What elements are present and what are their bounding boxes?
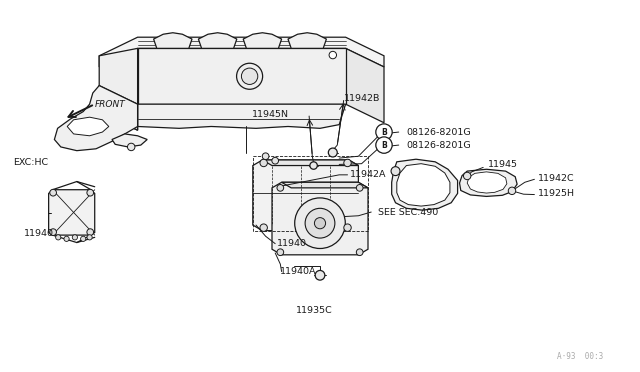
Text: FRONT: FRONT: [95, 100, 125, 109]
Circle shape: [310, 162, 317, 169]
Circle shape: [277, 185, 284, 191]
Circle shape: [237, 63, 262, 89]
Polygon shape: [138, 104, 346, 128]
Text: B: B: [381, 141, 387, 150]
Polygon shape: [282, 182, 368, 188]
Circle shape: [508, 187, 516, 195]
Circle shape: [463, 172, 471, 180]
Text: 11942B: 11942B: [344, 94, 380, 103]
Text: A·93  00:3: A·93 00:3: [557, 352, 603, 361]
Circle shape: [50, 229, 56, 235]
Circle shape: [305, 208, 335, 238]
Text: EXC:HC: EXC:HC: [13, 158, 48, 167]
Circle shape: [272, 157, 278, 164]
Circle shape: [64, 236, 69, 241]
Circle shape: [344, 224, 351, 231]
Polygon shape: [54, 86, 138, 151]
Text: 11940: 11940: [24, 229, 54, 238]
Polygon shape: [397, 164, 450, 206]
Text: 11925H: 11925H: [538, 189, 575, 198]
Circle shape: [391, 167, 400, 176]
Text: 11945N: 11945N: [252, 110, 289, 119]
Circle shape: [294, 198, 346, 248]
Circle shape: [87, 235, 92, 240]
Circle shape: [87, 189, 93, 196]
Polygon shape: [460, 169, 517, 196]
Text: B: B: [381, 128, 387, 137]
Polygon shape: [243, 33, 282, 48]
Circle shape: [50, 189, 56, 196]
Polygon shape: [392, 159, 458, 210]
Text: 11935C: 11935C: [296, 306, 332, 315]
Circle shape: [328, 148, 337, 157]
Text: 11942A: 11942A: [350, 170, 387, 179]
Circle shape: [72, 235, 77, 240]
Polygon shape: [262, 160, 358, 166]
Circle shape: [127, 143, 135, 151]
Polygon shape: [99, 37, 384, 67]
Polygon shape: [99, 86, 138, 130]
Polygon shape: [467, 172, 507, 193]
Circle shape: [87, 229, 93, 235]
Circle shape: [56, 235, 61, 240]
Polygon shape: [346, 48, 384, 123]
Circle shape: [376, 137, 392, 153]
Polygon shape: [253, 160, 358, 231]
Text: 08126-8201G: 08126-8201G: [406, 128, 471, 137]
Text: 11940: 11940: [276, 239, 307, 248]
Polygon shape: [49, 190, 95, 235]
Circle shape: [356, 249, 363, 256]
Circle shape: [314, 218, 326, 229]
Circle shape: [260, 159, 268, 167]
Polygon shape: [138, 48, 346, 104]
Polygon shape: [99, 48, 138, 130]
Circle shape: [356, 185, 363, 191]
Circle shape: [344, 159, 351, 167]
Polygon shape: [112, 134, 147, 147]
Polygon shape: [288, 33, 326, 48]
Polygon shape: [67, 117, 109, 136]
Circle shape: [329, 51, 337, 59]
Circle shape: [277, 249, 284, 256]
Circle shape: [262, 153, 269, 160]
Polygon shape: [154, 33, 192, 48]
Polygon shape: [272, 182, 368, 255]
Polygon shape: [198, 33, 237, 48]
Text: 11942C: 11942C: [538, 174, 574, 183]
Text: 11945: 11945: [488, 160, 518, 169]
Text: SEE SEC.490: SEE SEC.490: [378, 208, 438, 217]
Text: 08126-8201G: 08126-8201G: [406, 141, 471, 150]
Circle shape: [315, 270, 325, 280]
Circle shape: [81, 236, 86, 241]
Text: 11940A: 11940A: [280, 267, 317, 276]
Circle shape: [376, 124, 392, 140]
Circle shape: [260, 224, 268, 231]
Circle shape: [241, 68, 258, 84]
